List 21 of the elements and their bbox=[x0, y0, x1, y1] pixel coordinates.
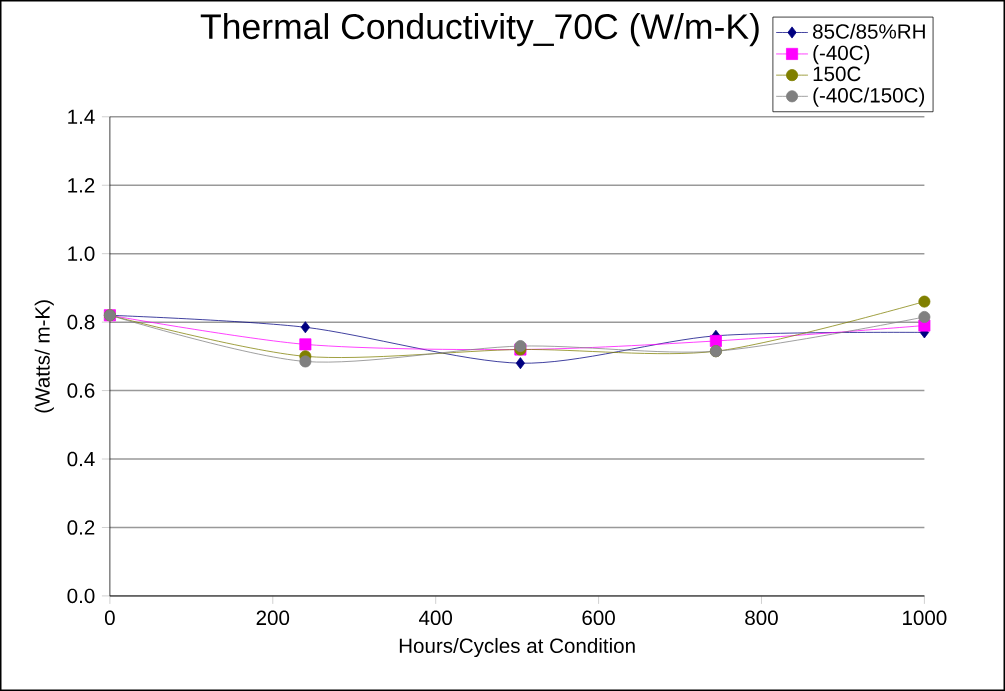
y-tick-label: 1.2 bbox=[68, 178, 95, 193]
chart-title: Thermal Conductivity_70C (W/m-K) bbox=[200, 13, 759, 47]
x-tick-label: 600 bbox=[582, 610, 615, 626]
x-tick-label: 200 bbox=[256, 610, 290, 626]
x-tick-label: 0 bbox=[104, 610, 115, 626]
y-tick-label: 0.6 bbox=[67, 383, 95, 398]
y-tick-label: 0.2 bbox=[67, 520, 95, 535]
x-axis-title: Hours/Cycles at Condition bbox=[399, 637, 635, 658]
y-axis-title: (Watts/ m-K) bbox=[34, 300, 54, 413]
y-tick-label: 1.4 bbox=[68, 109, 95, 124]
y-tick-label: 0.8 bbox=[67, 314, 95, 330]
y-tick-label: 0.0 bbox=[67, 588, 95, 604]
y-tick-label: 0.4 bbox=[67, 451, 95, 467]
legend-label: 150C bbox=[813, 66, 861, 82]
x-tick-label: 1000 bbox=[903, 610, 947, 626]
legend-label: 85C/85%RH bbox=[813, 23, 925, 39]
x-tick-label: 400 bbox=[418, 610, 453, 626]
legend-label: (-40C/150C) bbox=[813, 87, 925, 107]
y-tick-label: 1.0 bbox=[68, 246, 95, 262]
x-tick-label: 800 bbox=[745, 610, 778, 626]
legend-label: (-40C) bbox=[813, 45, 870, 65]
